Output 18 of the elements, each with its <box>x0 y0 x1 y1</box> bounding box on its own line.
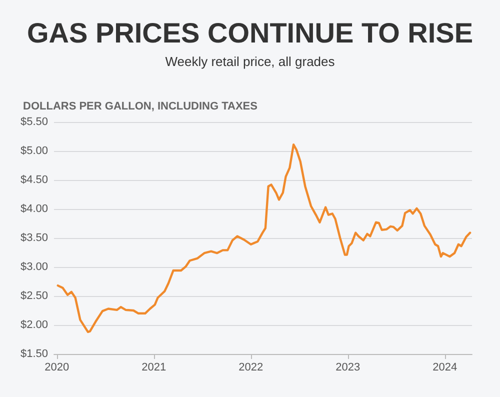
y-tick-label: $4.00 <box>20 203 48 215</box>
y-axis-title: DOLLARS PER GALLON, INCLUDING TAXES <box>23 100 258 112</box>
y-tick-label: $3.50 <box>20 232 48 244</box>
line-series <box>56 144 472 334</box>
y-tick-label: $3.00 <box>20 261 48 273</box>
chart-subtitle: Weekly retail price, all grades <box>165 54 336 69</box>
chart-title: GAS PRICES CONTINUE TO RISE <box>27 18 473 48</box>
x-tick-label: 2021 <box>142 362 166 374</box>
x-tick-label: 2023 <box>336 362 360 374</box>
y-tick-label: $5.00 <box>20 145 48 157</box>
y-tick-label: $1.50 <box>20 348 48 360</box>
y-tick-label: $2.00 <box>20 319 48 331</box>
y-tick-label: $5.50 <box>20 116 48 128</box>
y-tick-label: $2.50 <box>20 290 48 302</box>
x-tick-label: 2024 <box>432 362 458 374</box>
x-tick-label: 2020 <box>44 362 70 374</box>
y-tick-label: $4.50 <box>20 174 48 186</box>
x-tick-label: 2022 <box>238 362 264 374</box>
